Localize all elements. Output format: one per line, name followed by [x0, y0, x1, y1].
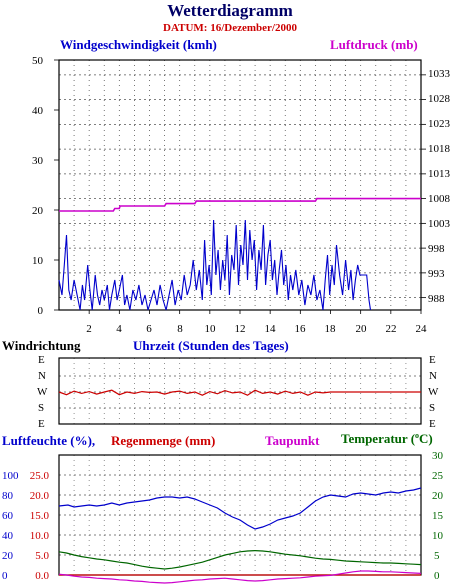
hour-tick-label: 4	[116, 323, 122, 335]
hour-tick-label: 24	[416, 323, 428, 335]
wind-direction-panel: E N W S E E N W S E	[37, 354, 439, 430]
hour-tick-label: 10	[205, 323, 217, 335]
direction-label: E	[429, 418, 436, 430]
temperature-tick-label: 25	[432, 470, 444, 482]
hour-tick-label: 8	[177, 323, 183, 335]
pressure-tick-label: 1033	[428, 68, 451, 80]
humidity-y-ticks: 0 20 40 60 80 100	[2, 470, 19, 582]
humidity-tick-label: 0	[2, 570, 8, 582]
wind-direction-label: Windrichtung	[2, 338, 81, 353]
panel2-frame	[58, 357, 422, 425]
pressure-tick-label: 1023	[428, 118, 451, 130]
humidity-tick-label: 100	[2, 470, 19, 482]
hour-tick-label: 6	[146, 323, 152, 335]
rain-tick-label: 20.0	[30, 490, 50, 502]
pressure-tick-label: 1018	[428, 143, 451, 155]
chart-date: DATUM: 16/Dezember/2000	[163, 22, 297, 34]
pressure-tick-label: 988	[428, 293, 445, 305]
humidity-tick-label: 20	[2, 550, 14, 562]
rain-label: Regenmenge (mm)	[111, 433, 215, 448]
hour-tick-label: 14	[265, 323, 277, 335]
wind-tick-label: 30	[32, 155, 44, 167]
humidity-tick-label: 60	[2, 510, 14, 522]
wind-speed-label: Windgeschwindigkeit (kmh)	[60, 37, 217, 52]
direction-label: N	[429, 370, 437, 382]
humidity-label: Luftfeuchte (%),	[2, 433, 95, 448]
rain-tick-label: 5.0	[35, 550, 49, 562]
direction-left-labels: E N W S E	[37, 354, 48, 430]
temperature-y-ticks: 0 5 10 15 20 25 30	[432, 450, 444, 582]
hour-tick-label: 2	[86, 323, 92, 335]
direction-label: E	[429, 354, 436, 366]
wind-direction-line	[58, 389, 421, 396]
temperature-label-suffix: )	[428, 431, 432, 446]
direction-label: E	[38, 418, 45, 430]
temperature-unit: C	[419, 431, 428, 446]
wind-tick-label: 20	[32, 205, 44, 217]
temperature-tick-label: 5	[434, 550, 440, 562]
dewpoint-label: Taupunkt	[265, 433, 320, 448]
rain-tick-label: 10.0	[30, 530, 50, 542]
direction-right-labels: E N W S E	[428, 354, 439, 430]
direction-label: E	[38, 354, 45, 366]
chart-title: Wetterdiagramm	[167, 1, 293, 20]
pressure-tick-label: 1003	[428, 218, 451, 230]
pressure-tick-label: 1028	[428, 93, 451, 105]
temperature-tick-label: 0	[434, 570, 440, 582]
panel1-grid	[59, 60, 421, 310]
direction-label: W	[37, 386, 48, 398]
humidity-line	[58, 487, 422, 530]
pressure-tick-label: 1013	[428, 168, 451, 180]
rain-y-ticks: 0.0 5.0 10.0 15.0 20.0 25.0	[30, 470, 50, 582]
temperature-label-prefix: Temperatur (	[341, 431, 415, 446]
rain-tick-label: 15.0	[30, 510, 50, 522]
hour-tick-label: 20	[356, 323, 368, 335]
temperature-tick-label: 20	[432, 490, 444, 502]
wind-tick-label: 0	[38, 305, 44, 317]
wind-speed-line	[58, 219, 372, 311]
direction-label: S	[429, 402, 435, 414]
direction-label: N	[38, 370, 46, 382]
wind-pressure-panel: 0 10 20 30 40 50 988 993 998 1003 1008 1…	[32, 55, 451, 335]
degree-sign: o	[415, 431, 419, 440]
temperature-tick-label: 10	[432, 530, 444, 542]
pressure-y-ticks: 988 993 998 1003 1008 1013 1018 1023 102…	[428, 68, 451, 305]
panel3-grid	[59, 455, 421, 575]
hour-x-ticks: 2 4 6 8 10 12 14 16 18 20 22 24	[86, 323, 427, 335]
temperature-tick-label: 30	[432, 450, 444, 462]
wind-tick-label: 50	[32, 55, 44, 67]
pressure-tick-label: 993	[428, 268, 445, 280]
humidity-temperature-panel: 0 20 40 60 80 100 0.0 5.0 10.0 15.0 20.0…	[2, 450, 444, 584]
panel2-grid	[59, 358, 421, 424]
pressure-line	[59, 197, 421, 212]
hour-tick-label: 22	[386, 323, 397, 335]
rain-tick-label: 25.0	[30, 470, 50, 482]
humidity-tick-label: 40	[2, 530, 14, 542]
wind-tick-label: 10	[32, 255, 44, 267]
direction-label: S	[38, 402, 44, 414]
temperature-line	[58, 549, 422, 570]
humidity-tick-label: 80	[2, 490, 14, 502]
temperature-tick-label: 15	[432, 510, 444, 522]
panel1-ticks	[54, 59, 426, 314]
rain-tick-label: 0.0	[35, 570, 49, 582]
pressure-tick-label: 1008	[428, 193, 451, 205]
wind-tick-label: 40	[32, 105, 44, 117]
hour-tick-label: 12	[235, 323, 246, 335]
pressure-label: Luftdruck (mb)	[330, 37, 418, 52]
temperature-label: Temperatur (oC)	[341, 431, 433, 446]
direction-label: W	[428, 386, 439, 398]
dewpoint-line	[58, 570, 422, 584]
hour-tick-label: 16	[295, 323, 307, 335]
time-axis-label: Uhrzeit (Stunden des Tages)	[133, 338, 289, 353]
pressure-tick-label: 998	[428, 243, 445, 255]
hour-tick-label: 18	[325, 323, 337, 335]
wind-y-ticks: 0 10 20 30 40 50	[32, 55, 44, 317]
